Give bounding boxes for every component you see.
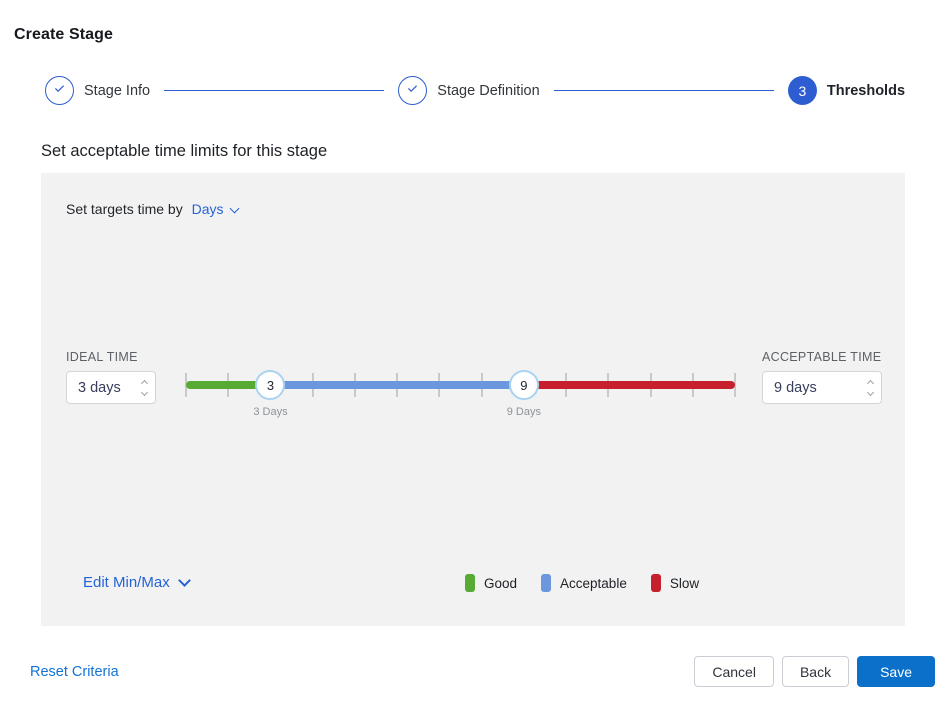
targets-label: Set targets time by	[66, 201, 183, 217]
legend-label: Slow	[669, 575, 700, 591]
chevron-down-icon	[177, 574, 191, 587]
ideal-time-value: 3 days	[78, 379, 121, 396]
spinner-up-icon[interactable]	[140, 379, 149, 387]
step-label: Stage Definition	[437, 82, 540, 99]
slider-handle-ideal[interactable]: 3	[255, 370, 286, 400]
legend-item-acceptable: Acceptable	[541, 574, 627, 592]
legend-label: Good	[484, 575, 518, 591]
ideal-time-label: IDEAL TIME	[66, 350, 138, 364]
legend-item-slow: Slow	[650, 574, 700, 592]
back-button[interactable]: Back	[781, 656, 850, 687]
spinner-down-icon[interactable]	[866, 388, 875, 396]
ideal-time-input[interactable]: 3 days	[66, 371, 156, 404]
panel-bottom-row: Edit Min/Max Good Acceptable Slow	[66, 574, 882, 592]
slider-handle-acceptable-value: 9	[520, 377, 528, 393]
acceptable-time-input[interactable]: 9 days	[762, 371, 882, 404]
legend-swatch-good	[465, 574, 475, 592]
cancel-button[interactable]: Cancel	[694, 656, 774, 687]
legend-item-good: Good	[465, 574, 517, 592]
slider-row: IDEAL TIME 3 days 3 9 3 Day	[66, 350, 882, 422]
edit-minmax-label: Edit Min/Max	[83, 574, 170, 591]
chevron-down-icon	[229, 203, 239, 214]
unit-dropdown[interactable]: Days	[191, 201, 239, 217]
legend-swatch-acceptable	[541, 574, 552, 592]
stepper: Stage Info Stage Definition 3 Thresholds	[45, 76, 905, 105]
footer-buttons: Cancel Back Save	[694, 656, 935, 687]
step-check-circle	[398, 76, 428, 105]
slider-track[interactable]	[186, 381, 735, 389]
slider-handle-ideal-label: 3 Days	[253, 406, 288, 418]
check-icon	[53, 82, 66, 100]
section-heading: Set acceptable time limits for this stag…	[41, 142, 328, 160]
slider-handle-acceptable[interactable]: 9	[508, 370, 539, 400]
spinner-down-icon[interactable]	[140, 388, 149, 396]
slider-handle-acceptable-label: 9 Days	[506, 406, 541, 418]
page-title: Create Stage	[14, 26, 114, 43]
step-label: Stage Info	[84, 82, 151, 99]
ideal-time-group: IDEAL TIME 3 days	[66, 350, 156, 404]
step-number-badge: 3	[787, 76, 817, 105]
ideal-time-stepper[interactable]	[140, 379, 149, 396]
check-icon	[406, 82, 419, 100]
slider-handle-ideal-value: 3	[266, 377, 275, 393]
acceptable-time-label: ACCEPTABLE TIME	[762, 350, 882, 364]
edit-minmax-link[interactable]: Edit Min/Max	[83, 574, 191, 591]
step-stage-info[interactable]: Stage Info	[45, 76, 150, 105]
slider-tick	[734, 373, 736, 397]
save-button[interactable]: Save	[857, 656, 935, 687]
unit-dropdown-value: Days	[191, 201, 224, 217]
dialog-footer: Reset Criteria Cancel Back Save	[30, 656, 935, 687]
spinner-up-icon[interactable]	[866, 379, 875, 387]
step-thresholds[interactable]: 3 Thresholds	[787, 76, 906, 105]
step-connector	[553, 90, 774, 91]
acceptable-time-stepper[interactable]	[866, 379, 875, 396]
slider-segment	[523, 381, 735, 389]
step-label: Thresholds	[826, 82, 906, 99]
acceptable-time-group: ACCEPTABLE TIME 9 days	[762, 350, 882, 404]
acceptable-time-value: 9 days	[774, 379, 817, 396]
legend: Good Acceptable Slow	[465, 574, 723, 592]
step-connector	[164, 90, 385, 91]
targets-row: Set targets time by Days	[66, 201, 882, 217]
slider-segment	[186, 381, 271, 389]
step-check-circle	[45, 76, 74, 105]
thresholds-panel: Set targets time by Days IDEAL TIME 3 da…	[41, 173, 905, 626]
step-stage-definition[interactable]: Stage Definition	[398, 76, 540, 105]
reset-criteria-link[interactable]: Reset Criteria	[30, 663, 119, 680]
legend-label: Acceptable	[560, 575, 627, 591]
legend-swatch-slow	[650, 574, 661, 592]
threshold-slider: 3 9 3 Days 9 Days	[185, 350, 736, 422]
slider-segment	[270, 381, 524, 389]
